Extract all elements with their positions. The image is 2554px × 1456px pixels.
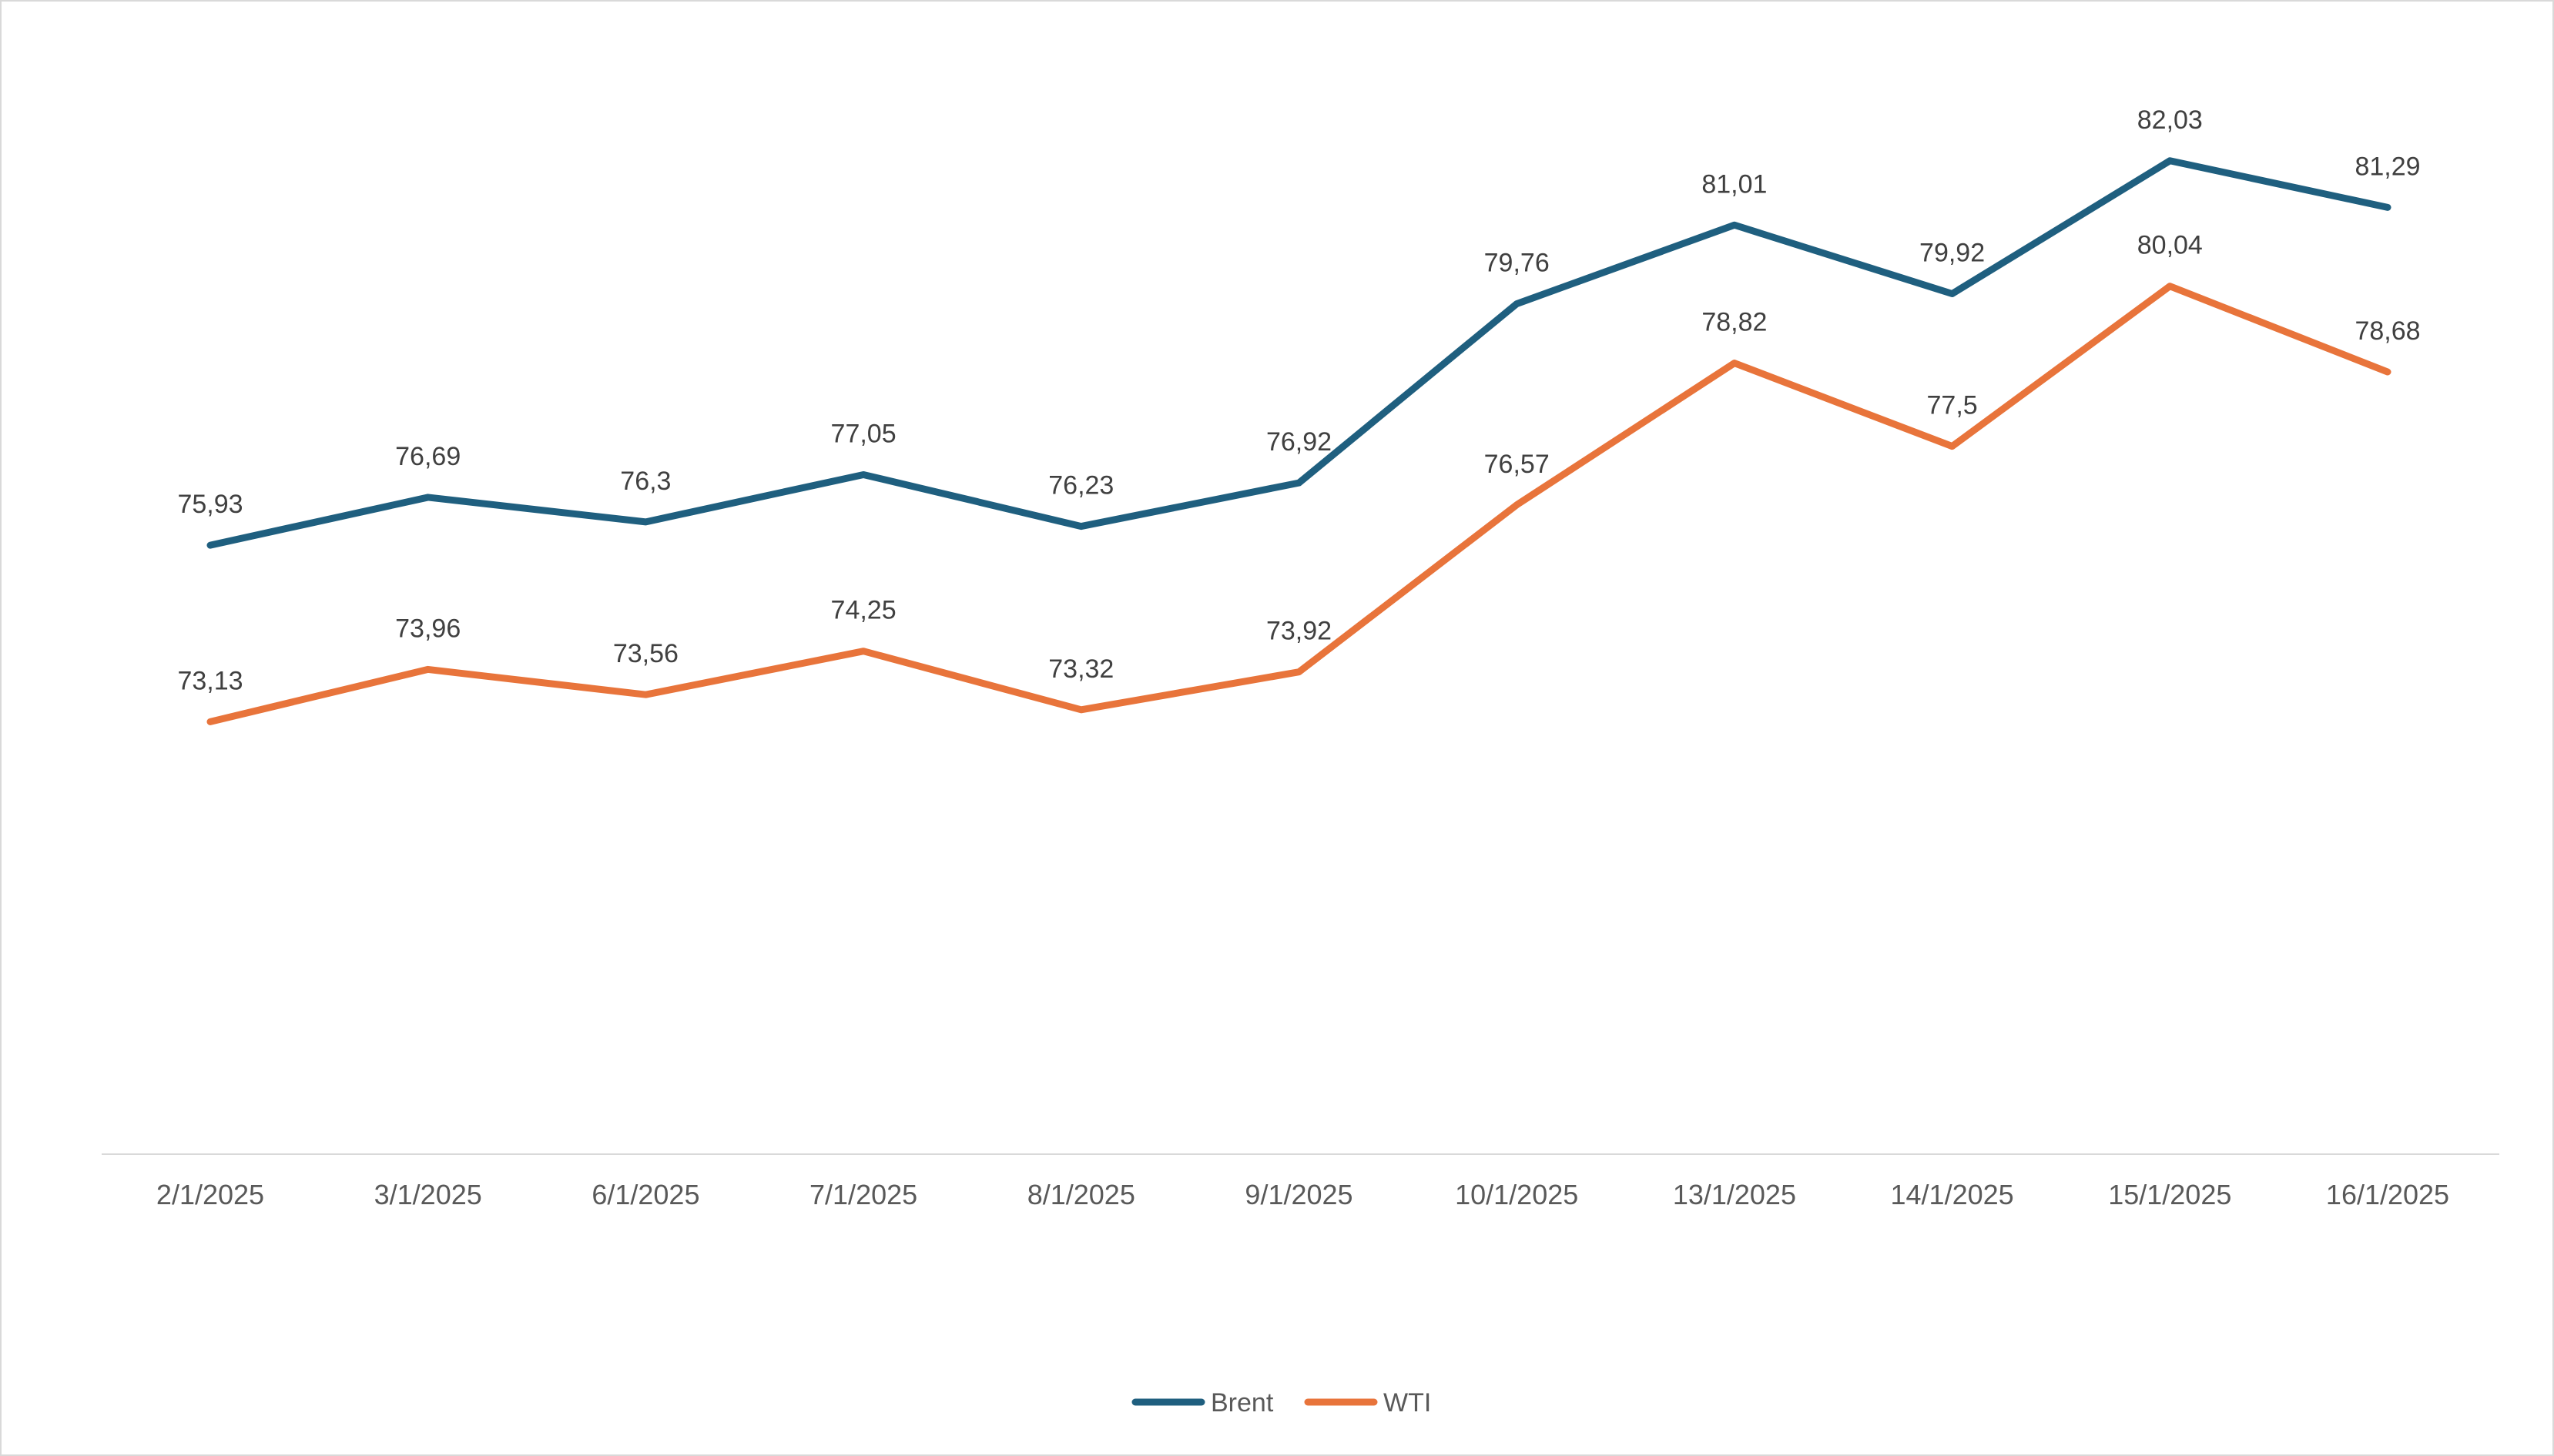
series-line-brent <box>206 157 2391 549</box>
data-label: 80,04 <box>2137 231 2203 260</box>
data-label: 78,68 <box>2355 316 2420 346</box>
data-label: 82,03 <box>2137 105 2203 135</box>
data-label: 73,13 <box>177 666 243 695</box>
data-label: 73,56 <box>613 639 679 668</box>
data-label: 73,92 <box>1266 617 1332 646</box>
data-label: 73,32 <box>1048 654 1114 684</box>
x-tick-label: 10/1/2025 <box>1455 1179 1578 1210</box>
data-label: 77,05 <box>831 419 897 448</box>
data-label: 75,93 <box>177 490 243 519</box>
x-tick-label: 16/1/2025 <box>2326 1179 2449 1210</box>
legend-label-wti: WTI <box>1383 1388 1431 1418</box>
data-label: 76,57 <box>1484 450 1550 479</box>
data-label: 81,01 <box>1701 169 1767 199</box>
x-tick-label: 7/1/2025 <box>809 1179 917 1210</box>
x-tick-label: 9/1/2025 <box>1245 1179 1352 1210</box>
data-label: 79,76 <box>1484 249 1550 278</box>
data-label: 77,5 <box>1927 391 1978 420</box>
data-label: 73,96 <box>395 614 461 643</box>
x-tick-label: 13/1/2025 <box>1673 1179 1796 1210</box>
legend-label-brent: Brent <box>1211 1388 1274 1418</box>
data-label: 76,3 <box>620 467 671 496</box>
series-line-wti <box>206 283 2391 725</box>
data-label: 79,92 <box>1919 239 1985 268</box>
data-label: 81,29 <box>2355 152 2420 181</box>
data-label: 76,69 <box>395 442 461 471</box>
data-label: 76,92 <box>1266 427 1332 457</box>
data-label: 74,25 <box>831 596 897 625</box>
x-tick-label: 2/1/2025 <box>156 1179 264 1210</box>
x-tick-label: 3/1/2025 <box>374 1179 482 1210</box>
data-label: 76,23 <box>1048 471 1114 500</box>
x-tick-label: 15/1/2025 <box>2108 1179 2231 1210</box>
x-tick-label: 6/1/2025 <box>592 1179 699 1210</box>
x-tick-label: 8/1/2025 <box>1027 1179 1135 1210</box>
x-tick-label: 14/1/2025 <box>1891 1179 2014 1210</box>
data-label: 78,82 <box>1701 308 1767 337</box>
